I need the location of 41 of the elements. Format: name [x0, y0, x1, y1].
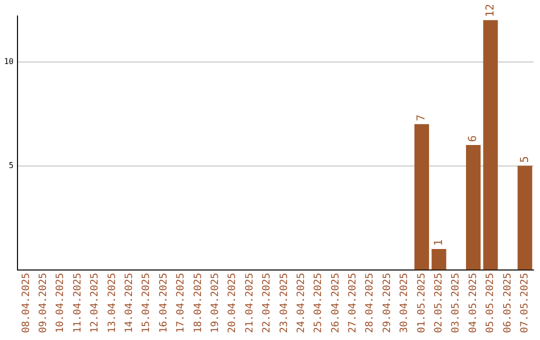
bar	[466, 144, 481, 270]
bar	[414, 124, 430, 270]
x-tick-label: 08.04.2025	[20, 272, 32, 334]
x-tick-label: 24.04.2025	[296, 272, 307, 334]
x-tick-label: 10.04.2025	[55, 272, 66, 334]
x-tick-label: 21.04.2025	[244, 272, 256, 334]
x-tick-label: 06.05.2025	[502, 272, 514, 334]
x-tick-label: 27.04.2025	[348, 272, 359, 334]
data-label: 5	[518, 156, 531, 163]
x-tick-label: 28.04.2025	[364, 272, 376, 334]
bar	[518, 166, 532, 270]
x-tick-label: 11.04.2025	[72, 272, 84, 334]
bar	[432, 248, 446, 270]
x-tick-label: 18.04.2025	[192, 272, 204, 334]
x-tick-label: 23.04.2025	[278, 272, 290, 334]
bar	[483, 20, 498, 270]
x-tick-label: 09.04.2025	[38, 272, 50, 334]
y-tick-label: 10	[4, 56, 14, 66]
x-tick-label: 26.04.2025	[330, 272, 342, 334]
x-tick-label: 14.04.2025	[124, 272, 135, 334]
x-tick-label: 03.05.2025	[450, 272, 462, 334]
x-tick-label: 25.04.2025	[313, 272, 324, 334]
x-tick-label: 07.05.2025	[519, 272, 530, 334]
x-tick-label: 19.04.2025	[210, 272, 221, 334]
data-label: 7	[414, 114, 428, 122]
x-tick-label: 05.05.2025	[485, 272, 496, 334]
x-tick-label: 16.04.2025	[158, 272, 170, 334]
x-tick-label: 20.04.2025	[227, 272, 238, 334]
x-tick-label: 02.05.2025	[434, 272, 445, 334]
x-tick-label: 04.05.2025	[468, 272, 479, 334]
x-tick-label: 22.04.2025	[262, 272, 273, 334]
x-tick-label: 29.04.2025	[382, 272, 393, 334]
x-tick-label: 17.04.2025	[176, 272, 187, 334]
data-label: 1	[432, 239, 445, 246]
x-tick-label: 15.04.2025	[141, 272, 152, 334]
x-tick-label: 13.04.2025	[106, 272, 118, 334]
x-tick-label: 01.05.2025	[416, 272, 428, 334]
x-tick-label: 30.04.2025	[399, 272, 410, 334]
data-label: 6	[466, 135, 480, 142]
data-label: 12	[483, 4, 496, 18]
x-tick-label: 12.04.2025	[90, 272, 101, 334]
